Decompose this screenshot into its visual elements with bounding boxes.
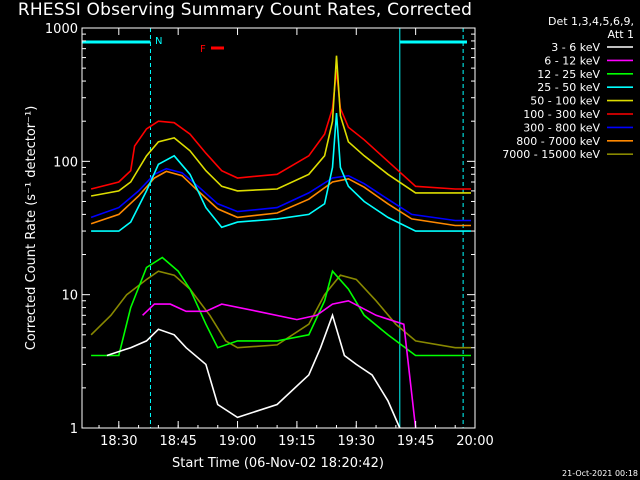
plot-frame — [81, 27, 476, 429]
x-tick-label: 19:30 — [338, 434, 375, 449]
series-line-300-800-kev — [90, 167, 471, 222]
flag-n-label: N — [155, 36, 162, 47]
y-tick-label: 1000 — [45, 22, 78, 37]
legend-entry-label: 100 - 300 keV — [523, 108, 600, 121]
y-axis-label: Corrected Count Rate (s⁻¹ detector⁻¹) — [24, 106, 39, 351]
x-tick-label: 19:15 — [278, 434, 315, 449]
x-tick-label: 19:45 — [397, 434, 434, 449]
legend-entry-label: 3 - 6 keV — [551, 41, 600, 54]
legend-entry-label: 12 - 25 keV — [537, 68, 600, 81]
series-line-50-100-kev — [90, 55, 471, 197]
series-line-6-12-kev — [142, 299, 417, 429]
x-axis-label: Start Time (06-Nov-02 18:20:42) — [172, 456, 384, 471]
legend-header: Att 1 — [608, 28, 634, 41]
legend-entry-label: 6 - 12 keV — [544, 54, 600, 67]
x-tick-label: 18:30 — [100, 434, 137, 449]
legend-entry-label: 300 - 800 keV — [523, 121, 600, 134]
chart-title: RHESSI Observing Summary Count Rates, Co… — [17, 0, 473, 20]
y-tick-label: 10 — [61, 289, 78, 304]
flag-f-label: F — [200, 44, 206, 55]
legend-entry-label: 25 - 50 keV — [537, 81, 600, 94]
legend-entry-label: 50 - 100 keV — [530, 95, 600, 108]
footer-timestamp: 21-Oct-2021 00:18 — [562, 469, 638, 478]
y-tick-label: 100 — [53, 155, 78, 170]
x-tick-label: 20:00 — [456, 434, 493, 449]
x-tick-label: 18:45 — [159, 434, 196, 449]
series-line-25-50-kev — [91, 113, 471, 232]
series-line-800-7000-kev — [90, 170, 471, 227]
legend-entry-label: 800 - 7000 keV — [516, 135, 600, 148]
x-tick-label: 19:00 — [219, 434, 256, 449]
series-line-12-25-kev — [91, 256, 471, 357]
series-line-3-6-kev — [106, 312, 401, 429]
legend-header: Det 1,3,4,5,6,9, — [548, 15, 634, 28]
series-line-100-300-kev — [90, 70, 471, 190]
legend-entry-label: 7000 - 15000 keV — [502, 148, 600, 161]
y-tick-label: 1 — [70, 422, 78, 437]
